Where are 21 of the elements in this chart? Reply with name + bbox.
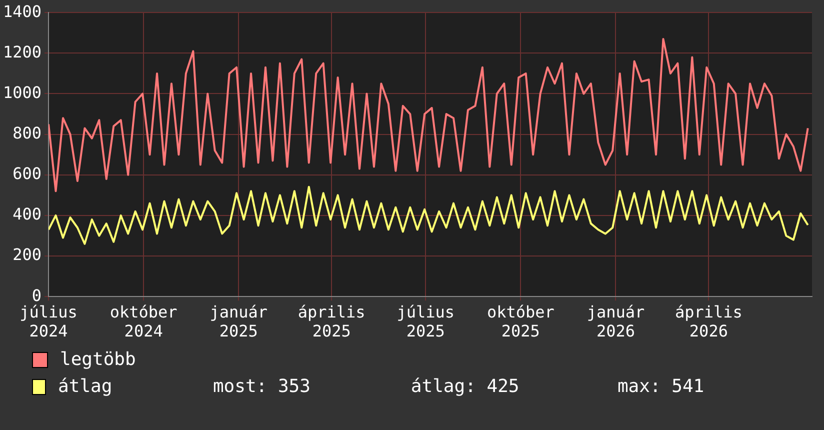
x-tick-label: július 2024 — [20, 302, 78, 341]
y-tick-label: 800 — [12, 123, 42, 142]
x-tick-label: október 2025 — [486, 302, 555, 341]
x-tick-label: április 2026 — [674, 302, 742, 341]
text: átlag: 425 — [410, 376, 520, 397]
y-tick-label: 1000 — [3, 82, 42, 102]
x-tick-label: január 2025 — [210, 302, 268, 341]
y-tick-label: 0 — [32, 286, 42, 305]
x-tick-label: július 2025 — [396, 302, 455, 341]
x-tick-label: január 2026 — [586, 302, 645, 341]
y-tick-label: 1200 — [3, 42, 42, 62]
x-tick-label: október 2024 — [110, 302, 178, 341]
x-tick-label: április 2025 — [298, 302, 366, 341]
text: max: 541 — [617, 376, 706, 397]
text: most: 353 — [212, 376, 312, 397]
y-tick-label: 200 — [12, 245, 42, 264]
y-tick-label: 1400 — [3, 2, 42, 21]
y-tick-label: 400 — [12, 204, 42, 224]
legend-label: átlag — [58, 376, 114, 397]
legend-label: legtöbb — [60, 349, 137, 370]
y-tick-label: 600 — [12, 164, 42, 184]
